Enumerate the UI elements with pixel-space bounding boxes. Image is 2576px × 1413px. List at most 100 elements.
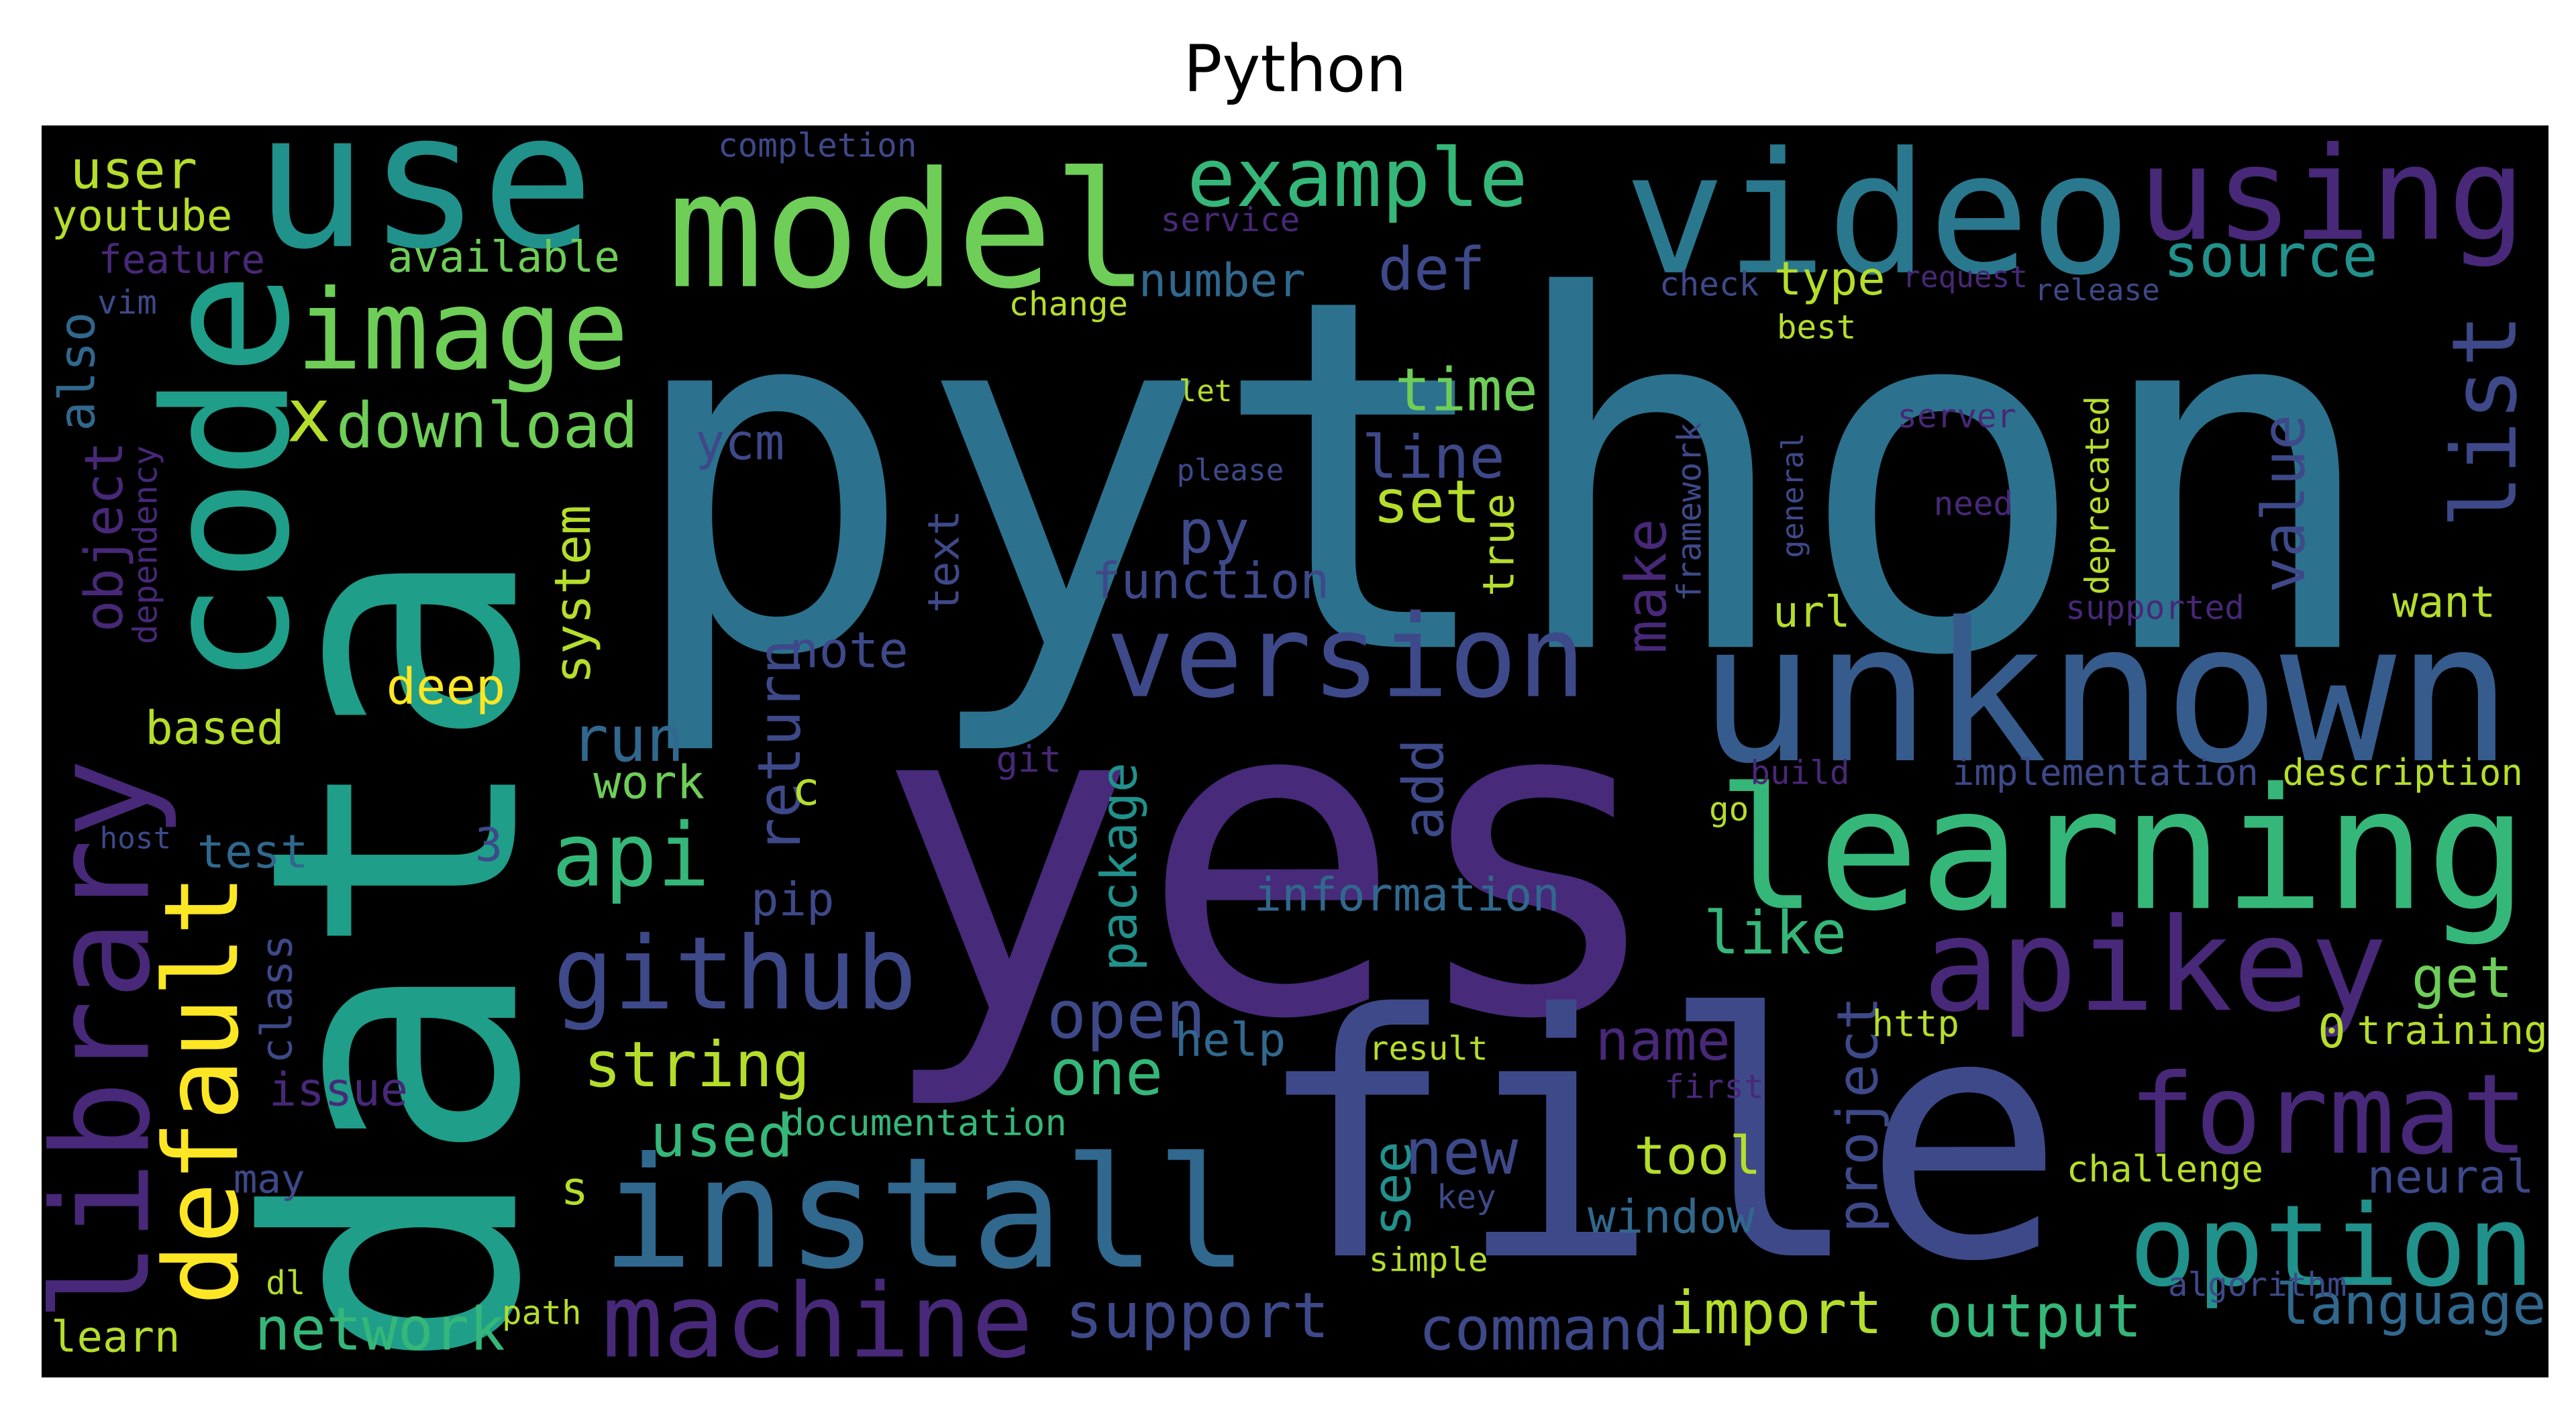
word: ycm: [695, 414, 784, 472]
word: file: [1254, 943, 2065, 1335]
word: data: [197, 544, 597, 1371]
word: training: [2357, 1007, 2547, 1053]
word: need: [1934, 484, 2014, 523]
word: image: [296, 266, 629, 395]
word: may: [234, 1156, 305, 1202]
word: return: [745, 639, 814, 853]
word: want: [2392, 578, 2495, 627]
chart-title: Python: [1184, 32, 1407, 107]
word: source: [2163, 221, 2378, 291]
word: service: [1161, 200, 1300, 239]
word: see: [1361, 1141, 1423, 1237]
word: learn: [51, 1312, 181, 1362]
word: available: [387, 233, 620, 282]
word: 0: [2318, 1005, 2345, 1059]
word: using: [2138, 120, 2526, 270]
word: framework: [1670, 423, 1709, 602]
word: go: [1709, 790, 1749, 829]
word: based: [145, 701, 284, 755]
word: check: [1659, 264, 1759, 303]
word: supported: [2065, 588, 2245, 627]
word: simple: [1369, 1241, 1488, 1279]
word: build: [1750, 753, 1849, 792]
word: yes: [874, 602, 1670, 1115]
word: import: [1668, 1278, 1883, 1347]
word: c: [792, 762, 819, 816]
word: host: [99, 822, 171, 856]
word: system: [544, 505, 602, 684]
word: api: [552, 804, 710, 906]
word: let: [1179, 374, 1233, 409]
word: git: [996, 739, 1062, 781]
word: video: [1624, 117, 2131, 313]
word: learning: [1716, 752, 2528, 948]
word: http: [1872, 1002, 1959, 1045]
word: like: [1704, 898, 1847, 967]
word: library: [25, 758, 181, 1322]
word: add: [1390, 739, 1456, 840]
word: py: [1178, 497, 1249, 566]
word: x: [287, 373, 331, 460]
word: make: [1614, 519, 1680, 653]
word: key: [1437, 1178, 1496, 1216]
word: value: [2249, 414, 2318, 593]
word: open: [1047, 978, 1206, 1054]
word: default: [142, 874, 261, 1306]
word: def: [1378, 235, 1486, 304]
word: release: [2034, 274, 2160, 308]
word: output: [1927, 1281, 2142, 1351]
word: download: [336, 389, 638, 462]
word: string: [584, 1029, 811, 1102]
word: first: [1664, 1067, 1763, 1106]
word: dl: [266, 1263, 305, 1302]
word: example: [1187, 132, 1528, 225]
plot-background: [42, 125, 2548, 1377]
word: user: [70, 139, 198, 201]
word: 3: [475, 819, 503, 872]
word: implementation: [1953, 751, 2259, 794]
word: general: [1776, 433, 1810, 558]
word: information: [1254, 868, 1560, 922]
word: deprecated: [2077, 396, 2116, 594]
word: option: [2129, 1182, 2534, 1312]
word: command: [1419, 1295, 1669, 1364]
word: issue: [269, 1063, 408, 1116]
word: use: [254, 72, 595, 291]
word: run: [571, 703, 684, 776]
word: youtube: [52, 191, 233, 241]
word: please: [1176, 454, 1284, 488]
word: type: [1774, 252, 1886, 306]
word: algorithm: [2168, 1265, 2347, 1304]
word: github: [553, 916, 917, 1033]
word: install: [601, 1124, 1249, 1303]
word: python: [623, 195, 2383, 762]
word: result: [1369, 1029, 1488, 1068]
word: line: [1361, 423, 1504, 492]
word: documentation: [782, 1102, 1067, 1144]
word: get: [2412, 945, 2513, 1010]
word: used: [650, 1102, 793, 1171]
word: apikey: [1922, 891, 2387, 1041]
word: object: [73, 441, 135, 632]
word: description: [2283, 751, 2523, 794]
word: new: [1405, 1116, 1519, 1189]
word: network: [254, 1295, 505, 1364]
word: language: [2276, 1271, 2546, 1337]
word: change: [1009, 284, 1128, 323]
word: best: [1777, 307, 1857, 346]
word: list: [2434, 314, 2537, 529]
word: tool: [1634, 1125, 1761, 1187]
word: window: [1588, 1190, 1755, 1244]
word: set: [1373, 468, 1480, 537]
word: note: [789, 622, 909, 680]
word: unknown: [1698, 581, 2512, 806]
word: class: [252, 935, 302, 1064]
word: dependency: [126, 446, 165, 644]
word: time: [1395, 355, 1538, 424]
word: work: [593, 756, 705, 810]
word: request: [1902, 260, 2028, 295]
word: model: [667, 138, 1149, 325]
word: pip: [751, 873, 834, 927]
